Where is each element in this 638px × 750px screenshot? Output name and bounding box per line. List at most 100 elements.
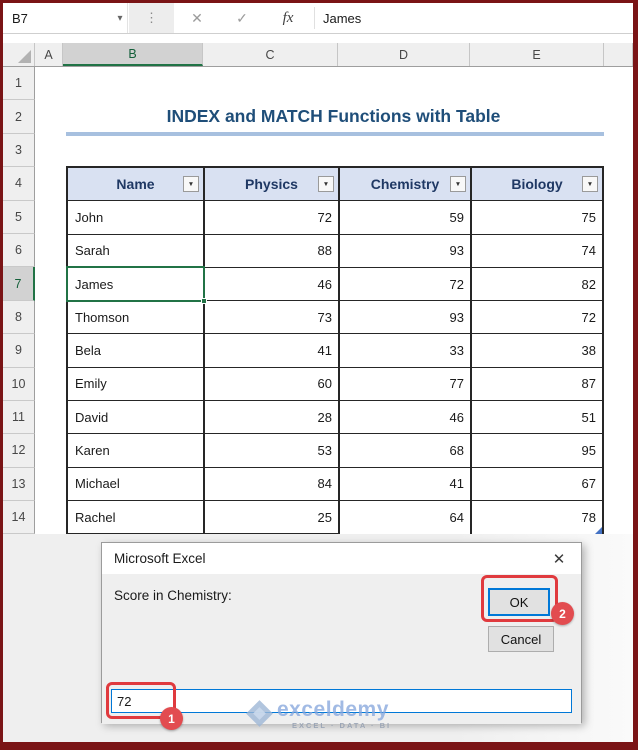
cell-d13[interactable]: 41 [340,467,472,501]
table-header-name[interactable]: Name ▼ [68,168,205,202]
cell-c6[interactable]: 88 [205,234,340,268]
annotation-step-1: 1 [160,707,183,730]
cell-e5[interactable]: 75 [472,201,602,235]
cell-b8[interactable]: Thomson [68,301,205,335]
cell-e9[interactable]: 38 [472,334,602,368]
dialog-prompt: Score in Chemistry: [114,588,232,603]
cell-c13[interactable]: 84 [205,467,340,501]
select-all-button[interactable] [3,43,35,66]
cell-b7-selected[interactable]: James [68,267,205,302]
row-header-10[interactable]: 10 [3,367,35,401]
cell-e8[interactable]: 72 [472,301,602,335]
table-header-chemistry-label: Chemistry [370,176,440,193]
table-header-name-label: Name [116,176,155,193]
title-underline [66,132,604,136]
cell-c12[interactable]: 53 [205,434,340,468]
row-header-2[interactable]: 2 [3,100,35,134]
row-header-5[interactable]: 5 [3,200,35,234]
cancel-button[interactable]: Cancel [488,626,554,652]
table-header-physics-label: Physics [245,176,298,193]
cell-e12[interactable]: 95 [472,434,602,468]
row-header-3[interactable]: 3 [3,133,35,168]
cell-b10[interactable]: Emily [68,367,205,402]
column-header-b[interactable]: B [63,43,203,66]
filter-dropdown-icon[interactable]: ▼ [582,176,598,193]
cell-c8[interactable]: 73 [205,301,340,335]
sheet-title: INDEX and MATCH Functions with Table [166,106,501,126]
formula-input[interactable]: James [323,10,362,26]
cell-d5[interactable]: 59 [340,201,472,235]
annotation-step-2: 2 [551,602,574,625]
cell-b6[interactable]: Sarah [68,234,205,268]
formula-bar-grip-icon[interactable]: ⋮ [129,3,174,33]
name-box-dropdown-icon[interactable]: ▾ [117,12,123,24]
cell-c5[interactable]: 72 [205,201,340,235]
cell-e14[interactable]: 78 [581,510,596,526]
row-header-4[interactable]: 4 [3,167,35,201]
cell-d7[interactable]: 72 [340,267,472,302]
enter-icon[interactable]: ✓ [236,9,248,26]
cell-e7[interactable]: 82 [472,268,602,302]
cell-d6[interactable]: 93 [340,234,472,268]
row-header-6[interactable]: 6 [3,233,35,268]
row-header-12[interactable]: 12 [3,434,35,468]
dialog-input[interactable] [111,689,572,713]
cancel-icon[interactable]: ✕ [191,9,203,26]
column-header-partial[interactable] [604,43,633,66]
annotation-box-input [106,682,176,719]
table-header-physics[interactable]: Physics ▼ [205,168,340,202]
dialog-body: Score in Chemistry: OK Cancel [102,574,581,724]
filter-dropdown-icon[interactable]: ▼ [318,176,334,193]
cell-d10[interactable]: 77 [340,367,472,402]
cell-d9[interactable]: 33 [340,334,472,368]
row-header-1[interactable]: 1 [3,67,35,101]
cell-d11[interactable]: 46 [340,401,472,435]
cell-b14[interactable]: Rachel [68,500,205,535]
table-header-biology[interactable]: Biology ▼ [472,168,602,202]
column-header-c[interactable]: C [203,43,338,66]
cell-e6[interactable]: 74 [472,235,602,268]
cell-b11[interactable]: David [68,401,205,435]
row-header-9[interactable]: 9 [3,334,35,368]
ok-button[interactable]: OK [488,588,550,616]
table-header-biology-label: Biology [511,176,563,193]
cell-d12[interactable]: 68 [340,434,472,468]
column-header-row: A B C D E [3,43,633,67]
name-box[interactable]: B7 [3,3,128,33]
row-header-8[interactable]: 8 [3,300,35,335]
row-header-7[interactable]: 7 [3,267,35,301]
cell-b5[interactable]: John [68,201,205,235]
cell-c9[interactable]: 41 [205,334,340,368]
close-icon[interactable]: ✕ [552,551,566,568]
cell-c14[interactable]: 25 [205,500,340,535]
formula-bar: B7 ▾ ⋮ ✕ ✓ fx James [3,3,633,34]
row-header-14[interactable]: 14 [3,501,35,535]
cell-b13[interactable]: Michael [68,467,205,501]
cell-c7[interactable]: 46 [205,267,340,302]
cell-d14[interactable]: 64 [340,500,472,535]
cell-c10[interactable]: 60 [205,367,340,402]
column-header-e[interactable]: E [470,43,604,66]
cell-e13[interactable]: 67 [472,468,602,501]
select-all-triangle-icon [18,50,31,63]
insert-function-icon[interactable]: fx [282,9,294,26]
table-resize-handle-icon[interactable] [595,527,602,535]
row-header-11[interactable]: 11 [3,400,35,435]
cell-d8[interactable]: 93 [340,301,472,335]
column-header-d[interactable]: D [338,43,470,66]
dialog-title: Microsoft Excel [102,543,581,574]
data-table: Name ▼ Physics ▼ Chemistry ▼ Biology ▼ J… [66,166,604,537]
cell-e10[interactable]: 87 [472,368,602,402]
formula-bar-divider [314,7,315,29]
cell-c11[interactable]: 28 [205,401,340,435]
row-header-13[interactable]: 13 [3,467,35,502]
cell-b12[interactable]: Karen [68,434,205,468]
cell-b9[interactable]: Bela [68,334,205,368]
annotation-box-ok [481,575,558,622]
cell-e11[interactable]: 51 [472,401,602,435]
column-header-a[interactable]: A [35,43,63,66]
row-header-column: 1 2 3 4 5 6 7 8 9 10 11 12 13 14 [3,67,35,535]
table-header-chemistry[interactable]: Chemistry ▼ [340,168,472,202]
filter-dropdown-icon[interactable]: ▼ [183,176,199,193]
filter-dropdown-icon[interactable]: ▼ [450,176,466,193]
